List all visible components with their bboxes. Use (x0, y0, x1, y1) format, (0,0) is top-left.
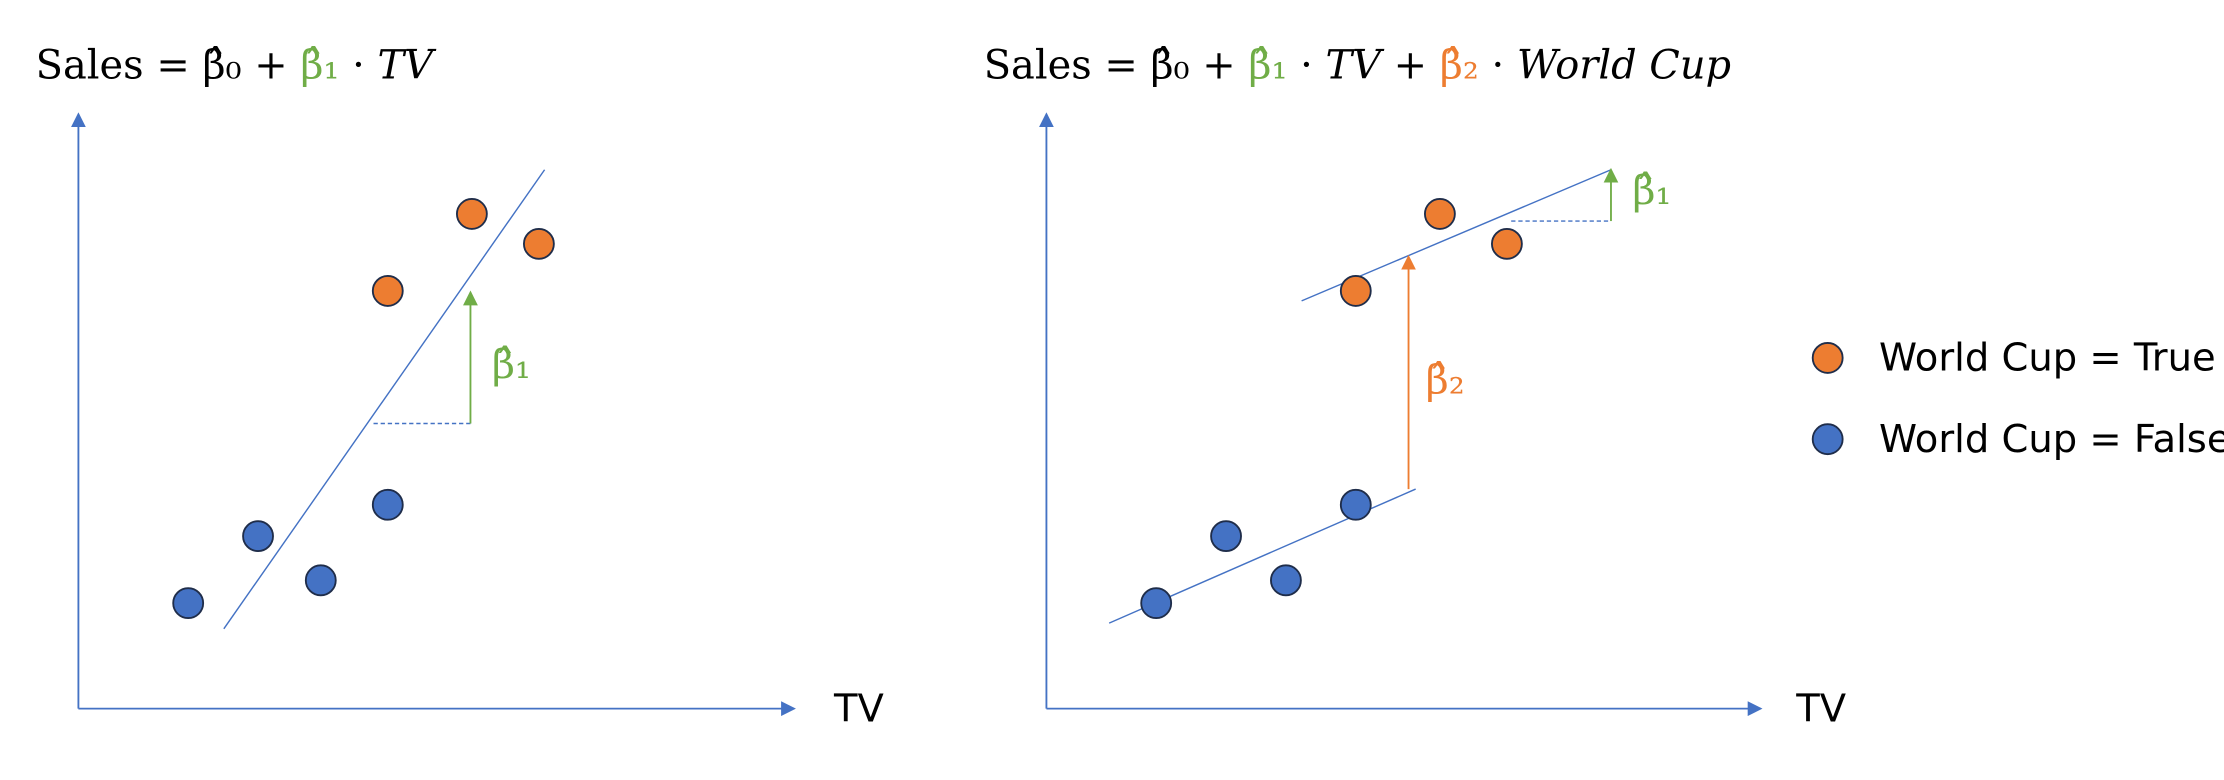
eq-part: + (1381, 42, 1440, 88)
fit-line (223, 169, 546, 630)
point (1339, 488, 1372, 521)
points (172, 198, 555, 620)
eq-part: · (1479, 42, 1517, 88)
eq-part: Sales = (984, 42, 1151, 88)
point (304, 564, 337, 597)
point (1270, 564, 1302, 597)
eq-part: TV (377, 42, 437, 88)
point (172, 587, 205, 620)
eq-part: β̂₀ (1150, 42, 1189, 88)
legend-label: World Cup = False (1879, 417, 2224, 462)
eq-part: β̂₂ (1440, 42, 1479, 88)
eq-part: β̂₁ (300, 42, 339, 88)
slope-label: β̂₁ (1632, 168, 1671, 214)
legend: World Cup = True World Cup = False (1811, 336, 2224, 462)
point (371, 488, 404, 521)
slope-label: β̂₁ (492, 342, 531, 388)
eq-part: + (1190, 42, 1249, 88)
eq-part: · (339, 42, 377, 88)
point (1424, 198, 1456, 230)
points (1140, 198, 1523, 620)
point (522, 227, 555, 260)
legend-swatch (1811, 423, 1844, 456)
eq-part: β̂₁ (1248, 42, 1287, 88)
legend-label: World Cup = True (1879, 336, 2216, 381)
equation: Sales = β̂₀ + β̂₁ · TV (36, 42, 437, 88)
x-axis-label: TV (1795, 686, 1846, 731)
eq-part: + (242, 42, 301, 88)
point (455, 198, 488, 230)
eq-part: World Cup (1517, 42, 1731, 88)
eq-part: Sales = (36, 42, 203, 88)
legend-swatch (1811, 342, 1844, 374)
shift-label: β̂₂ (1426, 358, 1465, 404)
equation: Sales = β̂₀ + β̂₁ · TV + β̂₂ · World Cup (984, 42, 1731, 88)
point (371, 275, 404, 307)
point (1210, 520, 1242, 553)
eq-part: β̂₀ (202, 42, 241, 88)
x-axis-label: TV (833, 686, 884, 731)
point (242, 520, 274, 553)
eq-part: · (1287, 42, 1325, 88)
point (1339, 275, 1372, 307)
point (1491, 227, 1523, 260)
point (1140, 587, 1173, 620)
eq-part: TV (1326, 42, 1386, 88)
